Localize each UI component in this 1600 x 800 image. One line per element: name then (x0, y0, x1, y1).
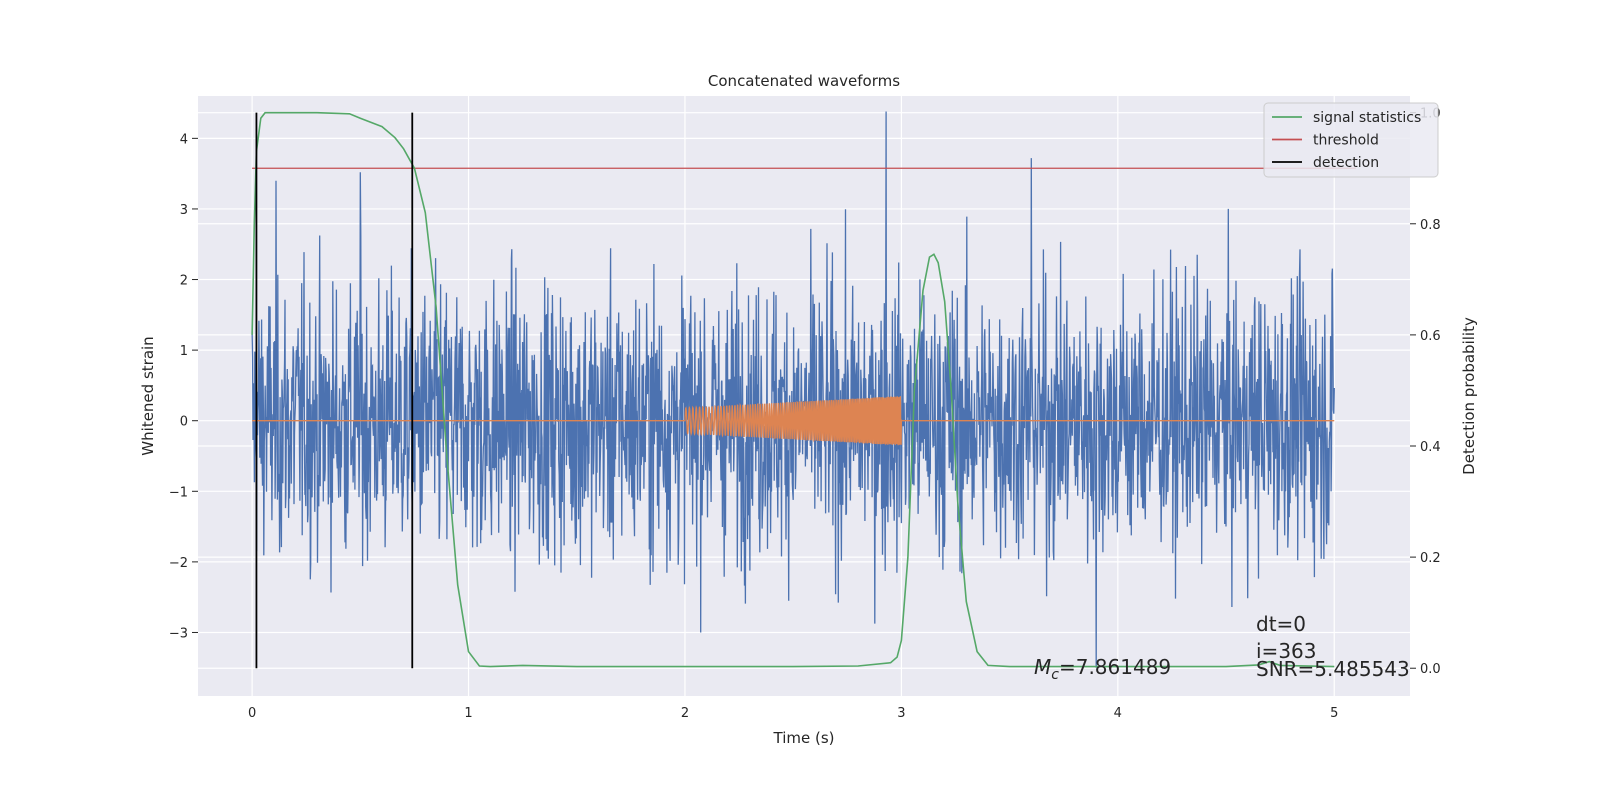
x-tick-label: 1 (464, 706, 472, 721)
legend-label: signal statistics (1313, 110, 1421, 126)
y-right-tick-label: 0.6 (1420, 329, 1441, 344)
y-tick-label: 0 (180, 415, 188, 430)
series-line-chirp (252, 396, 1335, 446)
y-tick-label: −2 (169, 556, 188, 571)
x-axis-label: Time (s) (773, 729, 835, 747)
y-tick-label: 1 (180, 344, 188, 359)
y-tick-label: 3 (180, 203, 188, 218)
x-tick-label: 3 (897, 706, 905, 721)
y-axis-right: 1.00.80.60.40.20.0 (1410, 107, 1441, 677)
annotation-snr: SNR=5.485543 (1256, 657, 1410, 681)
annotation-mc: Mc=7.861489 (1034, 655, 1171, 683)
y-axis-label: Whitened strain (139, 336, 157, 455)
x-tick-label: 2 (681, 706, 689, 721)
x-tick-label: 4 (1114, 706, 1122, 721)
y-right-tick-label: 0.8 (1420, 218, 1441, 233)
legend: signal statistics threshold detection (1263, 102, 1439, 178)
y-right-tick-label: 0.0 (1420, 662, 1441, 677)
y-tick-label: −3 (169, 626, 188, 641)
y-axis-right-label: Detection probability (1460, 317, 1478, 475)
y-right-tick-label: 0.2 (1420, 551, 1441, 566)
chart-title: Concatenated waveforms (708, 72, 900, 90)
legend-frame (1263, 102, 1439, 178)
y-tick-label: 4 (180, 132, 188, 147)
series-line-noise (251, 111, 1335, 668)
signal-statistics-line (251, 111, 1335, 668)
plot-content (251, 111, 1356, 669)
detection-lines (255, 112, 414, 669)
legend-label: threshold (1313, 133, 1379, 149)
legend-label: detection (1313, 155, 1379, 171)
y-axis-left: 4 3 2 1 0 −1 −2 −3 (169, 132, 198, 641)
y-right-tick-label: 0.4 (1420, 440, 1441, 455)
annotation-dt: dt=0 (1256, 612, 1306, 636)
x-tick-label: 0 (248, 706, 256, 721)
x-axis: 0 1 2 3 4 5 (248, 706, 1338, 721)
annotation-i: i=363 (1256, 639, 1317, 663)
y-tick-label: −1 (169, 485, 188, 500)
y-tick-label: 2 (180, 274, 188, 289)
x-tick-label: 5 (1330, 706, 1338, 721)
